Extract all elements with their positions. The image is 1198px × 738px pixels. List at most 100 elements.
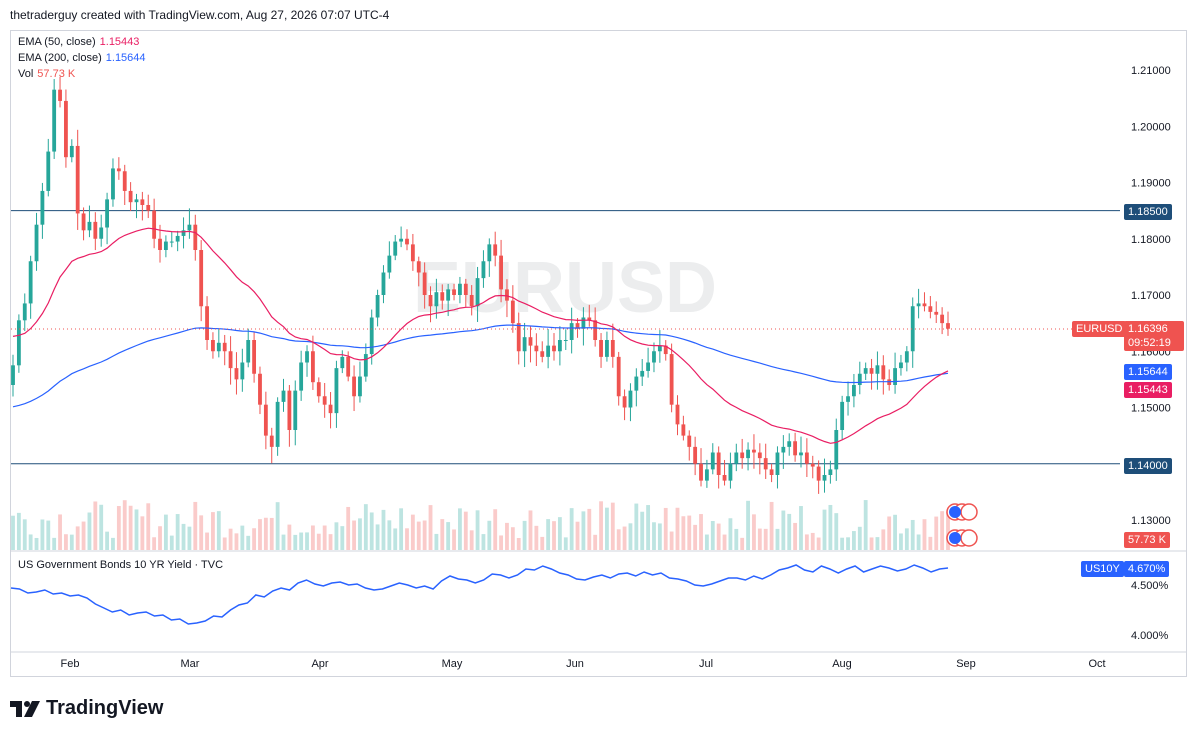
volume-bar bbox=[452, 529, 456, 550]
candle-body bbox=[857, 373, 862, 385]
volume-bar bbox=[111, 537, 115, 550]
volume-bar bbox=[134, 509, 139, 550]
volume-bar bbox=[652, 522, 656, 550]
candle-body bbox=[28, 261, 33, 304]
candle-body bbox=[575, 323, 580, 329]
volume-bar bbox=[328, 534, 333, 550]
candle-body bbox=[228, 351, 233, 369]
volume-bar bbox=[152, 537, 157, 550]
volume-bar bbox=[428, 505, 433, 550]
candle-body bbox=[904, 351, 909, 363]
volume-bar bbox=[463, 511, 468, 550]
ema50-legend[interactable]: EMA (50, close) 1.15443 bbox=[18, 34, 139, 50]
candle-body bbox=[246, 340, 251, 363]
volume-bar bbox=[58, 514, 62, 550]
volume-bar bbox=[593, 534, 598, 550]
candle-body bbox=[552, 345, 556, 352]
volume-bar bbox=[222, 537, 227, 550]
candle-body bbox=[187, 224, 192, 231]
volume-bar bbox=[28, 534, 33, 550]
candle-body bbox=[799, 452, 803, 456]
candle-body bbox=[940, 314, 945, 324]
candle-body bbox=[534, 345, 539, 352]
ema50-line bbox=[12, 227, 949, 444]
candle-body bbox=[893, 368, 897, 385]
candle-body bbox=[422, 272, 427, 295]
volume-bar bbox=[769, 501, 774, 550]
candle-body bbox=[275, 401, 280, 447]
ema50-legend-label: EMA (50, close) bbox=[18, 36, 96, 48]
ema200-line bbox=[12, 324, 949, 408]
candle-body bbox=[757, 452, 762, 459]
vol-legend[interactable]: Vol 57.73 K bbox=[18, 66, 75, 82]
time-axis-label: May bbox=[442, 658, 463, 670]
volume-bar bbox=[34, 537, 39, 550]
candle-body bbox=[69, 145, 74, 158]
volume-bar bbox=[246, 535, 251, 550]
ema200-tag: 1.15644 bbox=[1124, 364, 1172, 380]
candle-body bbox=[605, 340, 609, 357]
volume-bar bbox=[252, 528, 257, 550]
candle-body bbox=[381, 272, 386, 295]
candle-body bbox=[181, 230, 186, 236]
candle-body bbox=[793, 441, 798, 456]
ema200-legend[interactable]: EMA (200, close) 1.15644 bbox=[18, 50, 146, 66]
candle-body bbox=[58, 89, 62, 101]
candle-body bbox=[269, 435, 274, 447]
volume-bar bbox=[16, 512, 21, 550]
candle-body bbox=[452, 289, 456, 295]
candle-body bbox=[734, 452, 739, 464]
candle-body bbox=[622, 396, 627, 408]
candle-body bbox=[704, 469, 709, 481]
candle-body bbox=[393, 241, 398, 256]
event-flag-icon bbox=[949, 506, 961, 518]
volume-bar bbox=[352, 520, 356, 550]
volume-bar bbox=[375, 524, 380, 550]
volume-bar bbox=[346, 506, 351, 550]
candle-body bbox=[804, 452, 809, 464]
yield-axis-tick: 4.500% bbox=[1131, 580, 1169, 592]
candle-body bbox=[499, 255, 503, 290]
tradingview-logo[interactable]: TradingView bbox=[10, 697, 163, 720]
volume-bar bbox=[387, 520, 392, 550]
candle-body bbox=[163, 241, 168, 250]
volume-bar bbox=[622, 526, 627, 550]
candle-body bbox=[916, 303, 921, 307]
candle-body bbox=[710, 452, 715, 470]
candle-body bbox=[934, 311, 939, 315]
volume-bar bbox=[922, 519, 927, 550]
volume-bar bbox=[781, 510, 786, 550]
volume-bar bbox=[875, 537, 880, 550]
countdown-value: 09:52:19 bbox=[1128, 337, 1171, 349]
yield-pane-legend[interactable]: US Government Bonds 10 YR Yield · TVC bbox=[18, 559, 224, 571]
volume-bar bbox=[522, 520, 527, 550]
candle-body bbox=[769, 469, 774, 475]
volume-bar bbox=[863, 500, 868, 550]
candle-body bbox=[175, 235, 180, 242]
candle-body bbox=[687, 435, 692, 447]
price-axis-tick: 1.17000 bbox=[1131, 290, 1171, 302]
time-axis-label: Mar bbox=[181, 658, 200, 670]
candle-body bbox=[834, 430, 839, 470]
volume-bar bbox=[640, 511, 645, 550]
candle-body bbox=[828, 469, 833, 475]
candle-body bbox=[787, 441, 792, 447]
volume-bar bbox=[340, 526, 345, 550]
candle-body bbox=[487, 244, 492, 262]
candle-body bbox=[263, 404, 268, 436]
candle-body bbox=[40, 190, 45, 225]
candle-body bbox=[46, 151, 51, 191]
tradingview-icon bbox=[10, 700, 40, 717]
volume-bar bbox=[846, 537, 850, 550]
volume-bar bbox=[116, 506, 121, 550]
candle-body bbox=[293, 390, 298, 430]
volume-bar bbox=[64, 534, 68, 550]
candle-body bbox=[434, 292, 439, 307]
volume-bar bbox=[728, 518, 733, 550]
candle-body bbox=[663, 345, 668, 355]
candle-body bbox=[540, 351, 545, 357]
candle-body bbox=[440, 292, 445, 301]
volume-bar bbox=[899, 533, 903, 550]
volume-bar bbox=[546, 519, 551, 550]
